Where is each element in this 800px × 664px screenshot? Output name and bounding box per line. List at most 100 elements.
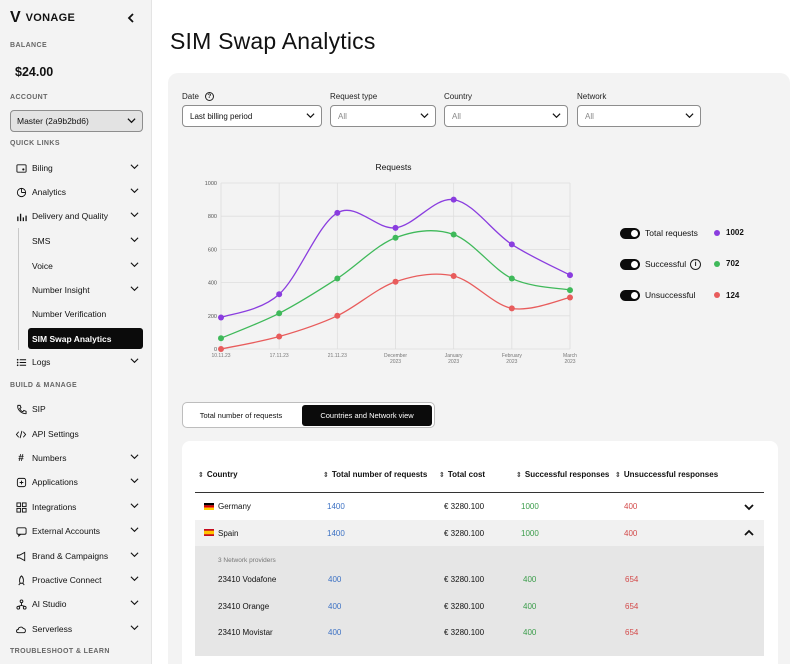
network-providers-panel — [195, 546, 764, 656]
account-value: Master (2a9b2bd6) — [17, 116, 89, 126]
vonage-logo-icon: V — [10, 9, 21, 26]
sidebar-item-number-verification[interactable]: Number Verification — [28, 303, 143, 324]
table-row[interactable] — [195, 520, 764, 547]
sidebar-item-logs[interactable]: Logs — [10, 352, 143, 372]
chevron-down-icon — [130, 162, 139, 173]
provider-total-cell: 400 — [328, 575, 342, 584]
network-value: All — [585, 111, 594, 121]
tab-countries-network[interactable]: Countries and Network view — [302, 405, 432, 426]
x-tick-label: 2023 — [390, 359, 401, 365]
x-tick-label: 2023 — [506, 359, 517, 365]
sidebar-item-ai-studio[interactable]: AI Studio — [10, 594, 143, 614]
unsuccessful-toggle[interactable] — [620, 289, 640, 301]
sidebar-item-label: API Settings — [32, 429, 79, 439]
provider-unsuccessful-cell: 654 — [625, 602, 639, 611]
data-point-successful — [450, 231, 457, 238]
germany-flag-icon — [204, 503, 214, 510]
successful-cell: 1000 — [521, 502, 539, 511]
column-header-label: Unsuccessful responses — [623, 470, 719, 479]
column-header-cost[interactable]: ⇕ Total cost — [439, 470, 485, 479]
sidebar-item-analytics[interactable]: Analytics — [10, 182, 143, 202]
legend-successful-value: 702 — [726, 259, 740, 268]
sidebar-item-label: SIM Swap Analytics — [32, 333, 112, 344]
chevron-up-icon[interactable] — [744, 529, 754, 537]
chevron-down-icon — [130, 452, 139, 463]
column-header-country[interactable]: ⇕ Country — [198, 470, 238, 479]
sidebar-item-label: Applications — [32, 477, 78, 487]
x-tick-label: 17.11.23 — [270, 353, 289, 359]
date-select[interactable]: Last billing period — [182, 105, 322, 127]
hash-icon: # — [18, 452, 24, 464]
legend-unsuccessful-dot — [714, 292, 720, 298]
sidebar-item-external-accounts[interactable]: External Accounts — [10, 521, 143, 541]
sidebar-item-serverless[interactable]: Serverless — [10, 619, 143, 639]
sidebar-item-proactive-connect[interactable]: Proactive Connect — [10, 570, 143, 590]
sidebar-item-billing[interactable]: Biling — [10, 158, 143, 178]
sidebar-item-sip[interactable]: SIP — [10, 399, 143, 419]
sidebar-item-brand-campaigns[interactable]: Brand & Campaigns — [10, 546, 143, 566]
data-point-total — [508, 241, 515, 248]
sidebar-item-label: Serverless — [32, 624, 73, 634]
chevron-left-icon — [127, 13, 134, 23]
account-label: ACCOUNT — [10, 94, 48, 101]
column-header-unsuccessful[interactable]: ⇕ Unsuccessful responses — [615, 470, 718, 479]
network-label: Network — [577, 92, 607, 101]
data-point-successful — [392, 234, 399, 241]
view-toggle: Total number of requests Countries and N… — [182, 402, 435, 428]
total-cost-cell: € 3280.100 — [444, 529, 485, 538]
x-tick-label: 21.11.23 — [328, 353, 347, 359]
provider-successful-cell: 400 — [523, 575, 537, 584]
provider-name: 23410 Orange — [218, 602, 270, 611]
chevron-down-icon — [130, 284, 139, 295]
sidebar-item-label: Logs — [32, 357, 51, 367]
sidebar-item-integrations[interactable]: Integrations — [10, 497, 143, 517]
date-label-text: Date — [182, 92, 199, 101]
sidebar-item-label: Delivery and Quality — [32, 211, 109, 221]
sidebar-item-numbers[interactable]: # Numbers — [10, 448, 143, 468]
submenu-guide-line — [18, 228, 19, 350]
provider-successful-cell: 400 — [523, 602, 537, 611]
sidebar-item-sim-swap-analytics[interactable]: SIM Swap Analytics — [28, 328, 143, 349]
network-select[interactable]: All — [577, 105, 701, 127]
sidebar-item-label: Voice — [32, 260, 53, 271]
sidebar-item-delivery-quality[interactable]: Delivery and Quality — [10, 206, 143, 226]
data-point-total — [334, 209, 341, 216]
y-tick-label: 200 — [208, 314, 217, 320]
chevron-down-icon[interactable] — [744, 503, 754, 511]
y-tick-label: 400 — [208, 281, 217, 287]
country-select[interactable]: All — [444, 105, 568, 127]
sidebar-item-voice[interactable]: Voice — [28, 255, 143, 276]
balance-label: BALANCE — [10, 42, 48, 49]
column-header-total[interactable]: ⇕ Total number of requests — [323, 470, 427, 479]
chevron-down-icon — [130, 550, 139, 561]
provider-unsuccessful-cell: 654 — [625, 628, 639, 637]
build-manage-label: BUILD & MANAGE — [10, 382, 78, 389]
provider-cost-cell: € 3280.100 — [444, 628, 485, 637]
logo-text: VONAGE — [25, 12, 76, 24]
legend-unsuccessful: Unsuccessful — [620, 288, 750, 302]
tab-total-requests[interactable]: Total number of requests — [199, 411, 283, 420]
successful-toggle[interactable] — [620, 258, 640, 270]
country-name: Germany — [218, 502, 251, 511]
provider-cost-cell: € 3280.100 — [444, 575, 485, 584]
sidebar-item-number-insight[interactable]: Number Insight — [28, 279, 143, 300]
total-requests-toggle[interactable] — [620, 227, 640, 239]
info-icon[interactable]: ? — [204, 92, 214, 101]
request-type-label: Request type — [330, 92, 378, 101]
account-select[interactable]: Master (2a9b2bd6) — [10, 110, 143, 132]
request-type-select[interactable]: All — [330, 105, 436, 127]
legend-successful-dot — [714, 261, 720, 267]
x-tick-label: February — [502, 353, 523, 359]
spain-flag-icon — [204, 529, 214, 536]
sidebar-item-api-settings[interactable]: API Settings — [10, 424, 143, 444]
info-icon[interactable]: i — [690, 258, 702, 270]
sidebar-item-applications[interactable]: Applications — [10, 472, 143, 492]
pie-chart-icon — [15, 186, 27, 198]
total-requests-cell: 1400 — [327, 502, 345, 511]
collapse-sidebar-button[interactable] — [126, 10, 136, 26]
data-point-total — [392, 224, 399, 231]
chevron-down-icon — [420, 111, 429, 122]
data-point-unsuccessful — [392, 278, 399, 285]
sidebar-item-sms[interactable]: SMS — [28, 230, 143, 251]
column-header-successful[interactable]: ⇕ Successful responses — [516, 470, 609, 479]
